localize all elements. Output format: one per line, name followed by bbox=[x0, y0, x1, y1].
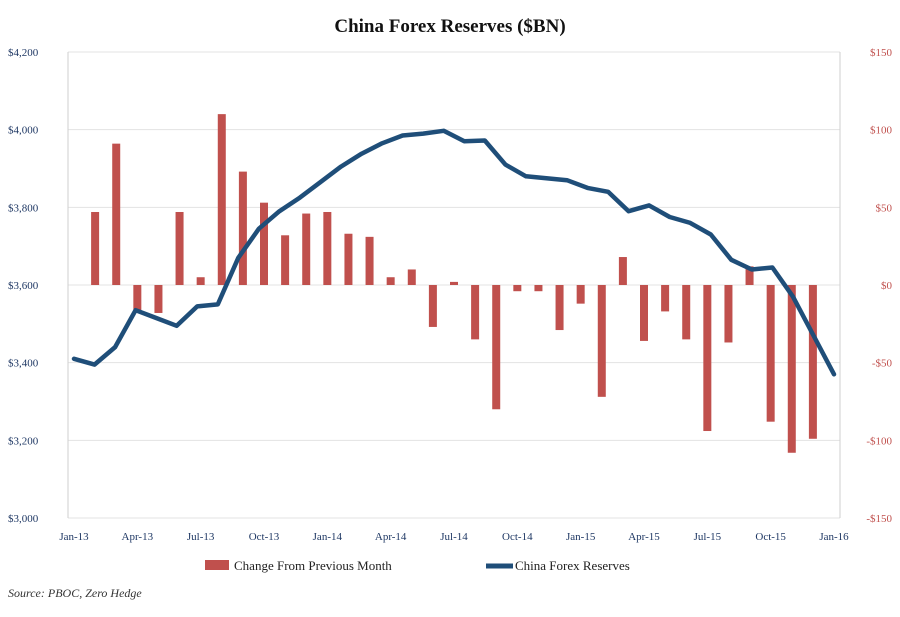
bar bbox=[703, 285, 712, 432]
legend-line-label: China Forex Reserves bbox=[515, 558, 630, 573]
x-tick-label: Jan-13 bbox=[59, 531, 89, 543]
bar bbox=[154, 285, 163, 313]
bar bbox=[112, 143, 121, 285]
bar bbox=[787, 285, 796, 453]
bar bbox=[766, 285, 775, 422]
bar bbox=[450, 281, 458, 285]
bar bbox=[91, 211, 100, 285]
right-tick-label: $150 bbox=[870, 47, 893, 59]
x-tick-label: Apr-13 bbox=[122, 531, 154, 543]
source-note: Source: PBOC, Zero Hedge bbox=[8, 586, 142, 600]
bar bbox=[302, 213, 311, 285]
x-tick-label: Oct-14 bbox=[502, 531, 533, 543]
bar bbox=[386, 277, 395, 285]
reserves-line bbox=[71, 128, 837, 377]
bar bbox=[217, 114, 226, 285]
bar bbox=[492, 285, 501, 410]
line-series bbox=[71, 128, 837, 377]
x-axis: Jan-13 Apr-13 Jul-13 Oct-13 Jan-14 Apr-14 Jul-… bbox=[59, 531, 849, 543]
legend: Change From Previous Month China Forex R… bbox=[205, 558, 630, 573]
chart-title: China Forex Reserves ($BN) bbox=[334, 16, 565, 37]
x-tick-label: Apr-14 bbox=[375, 531, 407, 543]
right-tick-label: -$150 bbox=[866, 513, 892, 525]
bar bbox=[175, 211, 184, 285]
right-tick-label: $0 bbox=[881, 280, 893, 292]
legend-bar-swatch bbox=[205, 560, 229, 570]
bar bbox=[534, 285, 543, 292]
bar bbox=[640, 285, 648, 341]
left-tick-label: $4,200 bbox=[8, 47, 39, 59]
bar bbox=[260, 202, 268, 285]
bar bbox=[133, 285, 142, 312]
left-tick-label: $3,800 bbox=[8, 202, 39, 214]
bar bbox=[407, 269, 416, 285]
bar bbox=[618, 257, 627, 285]
right-tick-label: -$100 bbox=[866, 435, 892, 447]
bar bbox=[745, 266, 754, 285]
right-tick-label: $100 bbox=[870, 125, 893, 137]
bar bbox=[576, 285, 585, 304]
x-tick-label: Jan-15 bbox=[566, 531, 596, 543]
right-axis: -$150 -$100 -$50 $0 $50 $100 $150 bbox=[839, 47, 893, 525]
bar bbox=[661, 285, 670, 312]
x-tick-label: Jan-16 bbox=[819, 531, 849, 543]
x-tick-label: Oct-15 bbox=[755, 531, 786, 543]
left-tick-label: $3,400 bbox=[8, 358, 39, 370]
bar bbox=[682, 285, 691, 340]
bar bbox=[365, 236, 374, 285]
x-tick-label: Oct-13 bbox=[249, 531, 280, 543]
bar-series bbox=[91, 114, 817, 453]
bar bbox=[808, 285, 817, 439]
left-tick-label: $4,000 bbox=[8, 125, 39, 137]
x-tick-label: Apr-15 bbox=[628, 531, 660, 543]
bar bbox=[323, 211, 332, 285]
bar bbox=[238, 171, 247, 285]
legend-bar-label: Change From Previous Month bbox=[234, 558, 392, 573]
bar bbox=[428, 285, 437, 327]
right-tick-label: -$50 bbox=[872, 358, 893, 370]
bar bbox=[471, 285, 480, 340]
left-tick-label: $3,600 bbox=[8, 280, 39, 292]
x-tick-label: Jul-14 bbox=[440, 531, 468, 543]
x-tick-label: Jul-13 bbox=[187, 531, 215, 543]
left-tick-label: $3,000 bbox=[8, 513, 39, 525]
bar bbox=[724, 285, 733, 343]
x-tick-label: Jul-15 bbox=[694, 531, 722, 543]
bar bbox=[597, 285, 606, 397]
bar bbox=[196, 277, 205, 285]
left-tick-label: $3,200 bbox=[8, 435, 39, 447]
bar bbox=[555, 285, 564, 331]
bar bbox=[513, 285, 522, 292]
x-tick-label: Jan-14 bbox=[313, 531, 343, 543]
right-tick-label: $50 bbox=[876, 202, 893, 214]
left-axis: $3,000 $3,200 $3,400 $3,600 $3,800 $4,000 $4,2… bbox=[8, 47, 69, 525]
bar bbox=[344, 233, 353, 285]
bar bbox=[281, 235, 290, 285]
